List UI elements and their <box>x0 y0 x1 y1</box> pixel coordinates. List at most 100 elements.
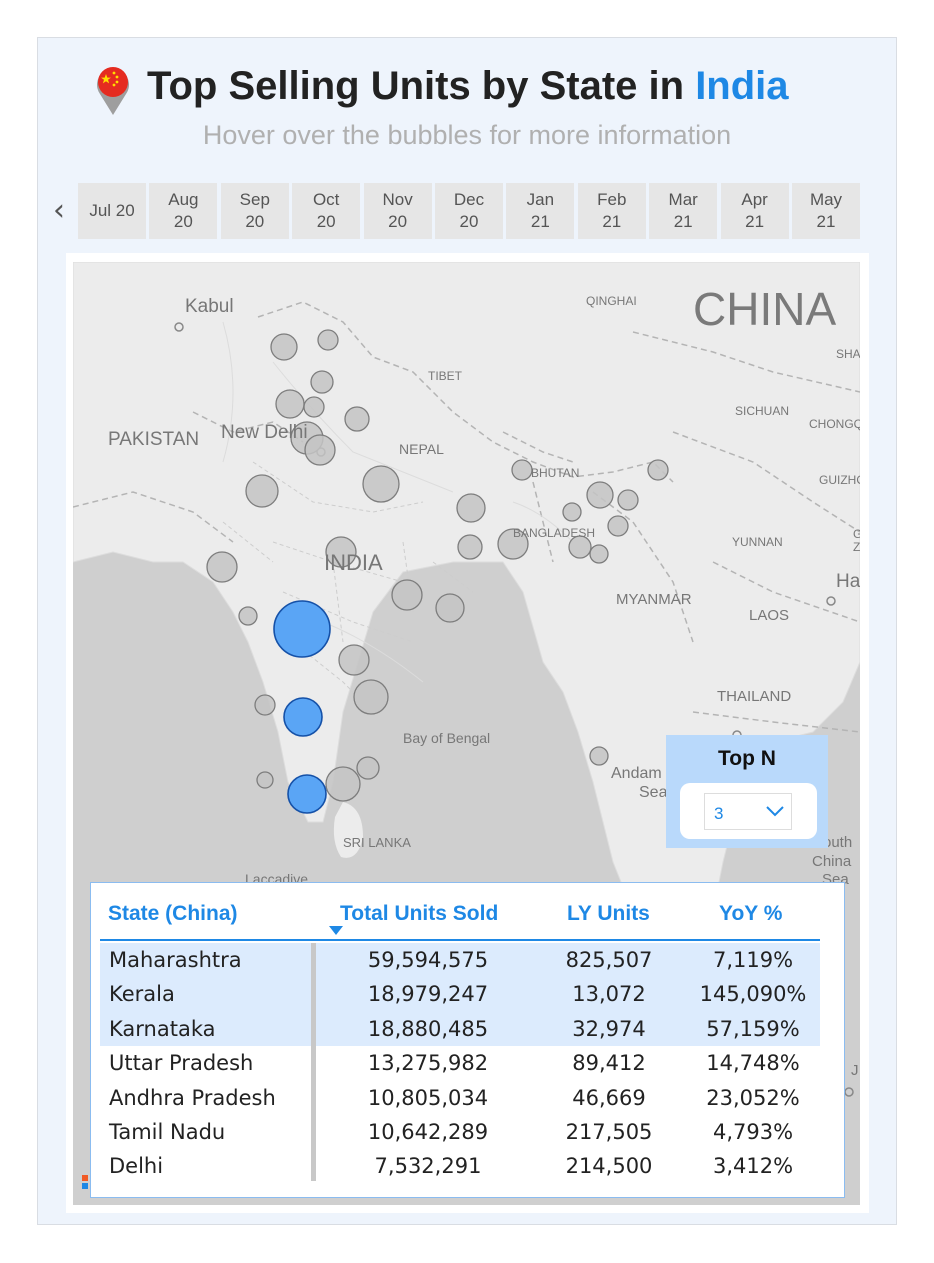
table-row[interactable]: Tamil Nadu 10,642,289 217,505 4,793% <box>100 1115 820 1149</box>
state-bubble[interactable] <box>617 489 639 511</box>
header-underline <box>100 939 820 941</box>
state-bubble[interactable] <box>568 535 592 559</box>
month-slicer-item[interactable]: Mar 21 <box>649 183 718 239</box>
cell-yoy: 4,793% <box>712 1119 794 1144</box>
table-row[interactable]: Maharashtra 59,594,575 825,507 7,119% <box>100 943 820 978</box>
cell-state: Andhra Pradesh <box>109 1085 276 1110</box>
cell-yoy: 23,052% <box>706 1085 800 1110</box>
table-body: Maharashtra 59,594,575 825,507 7,119% Kerala… <box>100 943 820 1184</box>
state-bubble[interactable] <box>275 389 305 419</box>
state-bubble[interactable] <box>456 493 486 523</box>
state-bubble[interactable] <box>391 579 423 611</box>
month-slicer-item[interactable]: Nov 20 <box>363 183 432 239</box>
map-label-nepal: NEPAL <box>399 441 444 457</box>
map-label-south-2: China <box>812 853 852 870</box>
map-label-g: G <box>853 527 860 541</box>
month-slicer-item[interactable]: Aug 20 <box>149 183 218 239</box>
river-lines <box>222 321 574 683</box>
map-label-new-delhi: New Delhi <box>221 422 308 443</box>
state-bubble-selected[interactable] <box>273 600 331 658</box>
column-header-yoy[interactable]: YoY % <box>719 902 783 925</box>
cell-state: Tamil Nadu <box>109 1119 226 1144</box>
cell-ly-units: 32,974 <box>572 1016 646 1041</box>
cell-yoy: 7,119% <box>712 948 794 972</box>
state-bubble[interactable] <box>457 534 483 560</box>
state-bubble[interactable] <box>586 481 614 509</box>
state-bubble[interactable] <box>245 474 279 508</box>
cell-ly-units: 89,412 <box>572 1051 646 1076</box>
map-label-qinghai: QINGHAI <box>586 294 637 308</box>
state-bubble[interactable] <box>607 515 629 537</box>
month-slicer-item[interactable]: Feb 21 <box>577 183 646 239</box>
chevron-left-icon[interactable]: ‹ <box>53 193 65 228</box>
state-bubble[interactable] <box>497 528 529 560</box>
map-label-andaman-2: Sea <box>639 784 668 801</box>
cell-total-units: 7,532,291 <box>374 1154 482 1179</box>
month-slicer-item[interactable]: Dec 20 <box>435 183 503 239</box>
table-row[interactable]: Uttar Pradesh 13,275,982 89,412 14,748% <box>100 1046 820 1080</box>
table-row[interactable]: Kerala 18,979,247 13,072 145,090% <box>100 977 820 1012</box>
state-bubble[interactable] <box>338 644 370 676</box>
state-bubble-selected[interactable] <box>287 774 327 814</box>
state-bubble[interactable] <box>325 766 361 802</box>
map-label-tibet: TIBET <box>428 369 463 383</box>
month-slicer-item[interactable]: Jan 21 <box>506 183 575 239</box>
map-label-sha: SHA <box>836 347 860 361</box>
map-label-kabul: Kabul <box>185 296 234 317</box>
table-row[interactable]: Karnataka 18,880,485 32,974 57,159% <box>100 1011 820 1047</box>
state-bubble[interactable] <box>303 396 325 418</box>
title-row: Top Selling Units by State in India <box>95 62 855 118</box>
chevron-down-icon <box>766 806 784 817</box>
top-n-dropdown[interactable]: 3 <box>704 793 792 830</box>
top-n-value: 3 <box>714 804 724 823</box>
state-bubble[interactable] <box>362 465 400 503</box>
state-bubble[interactable] <box>206 551 238 583</box>
state-bubble[interactable] <box>254 694 276 716</box>
state-bubble[interactable] <box>310 370 334 394</box>
state-bubble[interactable] <box>304 434 336 466</box>
state-bubble[interactable] <box>435 593 465 623</box>
column-header-ly-units[interactable]: LY Units <box>567 902 650 925</box>
map-label-andaman-1: Andam <box>611 765 662 782</box>
state-bubble[interactable] <box>511 459 533 481</box>
month-slicer-item[interactable]: Oct 20 <box>292 183 361 239</box>
state-bubble-selected[interactable] <box>283 697 323 737</box>
cell-ly-units: 825,507 <box>565 948 653 972</box>
month-slicer-item[interactable]: May 21 <box>792 183 860 239</box>
map-label-south-1: outh <box>823 834 853 851</box>
state-bubble[interactable] <box>256 771 274 789</box>
state-bubble[interactable] <box>353 679 389 715</box>
state-bubble[interactable] <box>589 544 609 564</box>
table-column-scrollbar[interactable] <box>311 943 316 1181</box>
state-bubble[interactable] <box>647 459 669 481</box>
state-bubble[interactable] <box>356 756 380 780</box>
table-row[interactable]: Delhi 7,532,291 214,500 3,412% <box>100 1149 820 1183</box>
cell-total-units: 18,880,485 <box>367 1016 489 1041</box>
state-bubble[interactable] <box>562 502 582 522</box>
state-bubble[interactable] <box>589 746 609 766</box>
map-label-bangladesh: BANGLADESH <box>513 526 596 540</box>
map-label-yunnan: YUNNAN <box>732 535 783 549</box>
page-subtitle: Hover over the bubbles for more informat… <box>202 120 732 150</box>
column-header-total-units[interactable]: Total Units Sold <box>340 902 499 925</box>
cell-yoy: 145,090% <box>699 982 807 1007</box>
state-table: State (China) Total Units Sold LY Units … <box>90 882 845 1198</box>
column-header-state[interactable]: State (China) <box>108 902 238 925</box>
state-bubble[interactable] <box>317 329 339 351</box>
cell-state: Uttar Pradesh <box>109 1051 254 1076</box>
cell-total-units: 13,275,982 <box>367 1051 489 1076</box>
map-label-bhutan: BHUTAN <box>531 466 580 480</box>
table-row[interactable]: Andhra Pradesh 10,805,034 46,669 23,052% <box>100 1081 820 1115</box>
page-title: Top Selling Units by State in India <box>147 64 789 109</box>
month-slicer-item[interactable]: Sep 20 <box>220 183 289 239</box>
month-slicer-item[interactable]: Jul 20 <box>78 183 146 239</box>
state-bubble[interactable] <box>325 536 357 568</box>
state-bubble[interactable] <box>270 333 298 361</box>
state-bubble[interactable] <box>344 406 370 432</box>
title-main-text: Top Selling Units by State in <box>147 64 696 108</box>
month-slicer-item[interactable]: Apr 21 <box>720 183 789 239</box>
cell-ly-units: 214,500 <box>565 1154 653 1179</box>
map-label-china: CHINA <box>693 283 837 335</box>
state-bubble[interactable] <box>238 606 258 626</box>
cell-ly-units: 13,072 <box>572 982 646 1007</box>
